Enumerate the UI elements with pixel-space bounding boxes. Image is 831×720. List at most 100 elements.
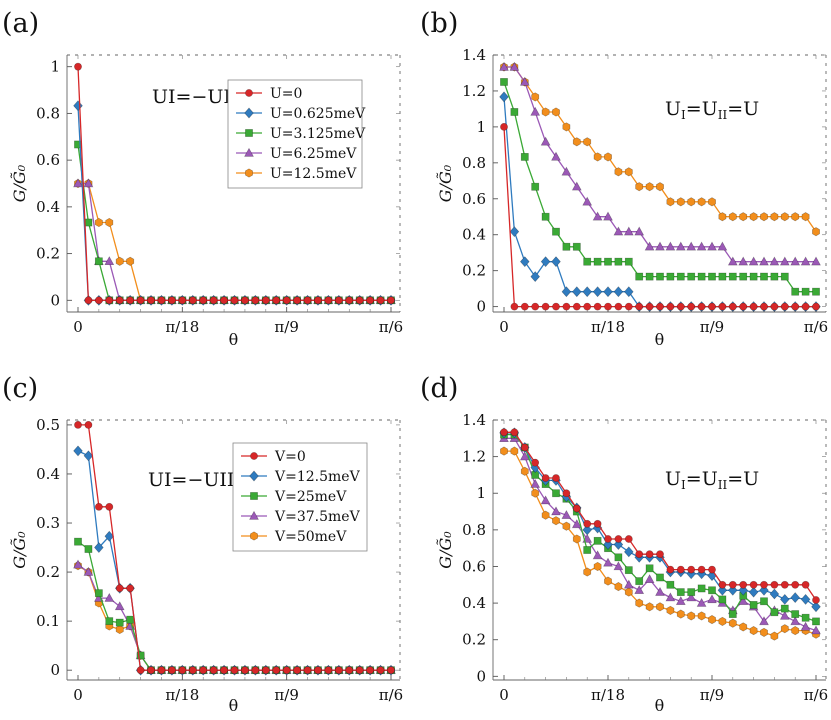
point-circle (572, 504, 581, 513)
point-hexagon (656, 602, 664, 612)
point-circle (293, 296, 301, 305)
point-circle (728, 302, 737, 311)
point-circle (687, 302, 696, 311)
point-hexagon (520, 466, 529, 476)
y-tick-label: 0.3 (36, 514, 60, 532)
series-U-0 (74, 62, 395, 305)
point-square (718, 595, 727, 604)
point-triangle (104, 256, 115, 266)
point-circle (791, 580, 800, 589)
point-diamond (73, 445, 83, 457)
x-tick-label: π/18 (591, 686, 625, 704)
legend: U=0 U=0.625meV U=3.125meV U=6.25meV U=12.5me… (227, 79, 366, 189)
point-square (718, 272, 727, 281)
point-circle (572, 302, 581, 311)
legend-label: U=0 (270, 86, 302, 102)
point-triangle (83, 566, 94, 576)
point-circle (760, 580, 768, 589)
point-circle (167, 296, 176, 305)
point-hexagon (583, 567, 592, 577)
point-triangle (509, 61, 520, 71)
point-diamond (540, 256, 551, 268)
y-tick-label: 0.4 (462, 594, 486, 612)
point-hexagon (676, 609, 685, 619)
point-triangle (623, 579, 634, 589)
point-diamond (73, 100, 83, 112)
point-circle (250, 452, 258, 460)
point-triangle (665, 241, 676, 251)
point-diamond (603, 539, 613, 550)
point-square (614, 257, 623, 266)
panel-c: (c)00.10.20.30.40.50 π/18 π/9 π/6θG/G̃₀UI=−… (2, 373, 403, 715)
point-circle (387, 296, 395, 305)
point-circle (241, 666, 249, 675)
panel-annotation: UI=UII=U (665, 98, 759, 122)
point-circle (635, 302, 644, 311)
point-circle (635, 550, 644, 559)
point-circle (105, 296, 114, 305)
point-circle (520, 302, 529, 311)
y-tick-label: 0.8 (462, 521, 486, 539)
point-hexagon (126, 256, 135, 266)
legend-label: U=0.625meV (270, 106, 366, 122)
panel-label: (d) (420, 373, 458, 404)
series-line (78, 182, 391, 301)
point-circle (376, 666, 385, 675)
point-diamond (613, 286, 624, 298)
point-square (500, 78, 508, 86)
point-triangle (811, 625, 821, 635)
point-circle (84, 296, 93, 305)
point-circle (147, 666, 155, 675)
point-circle (728, 580, 737, 589)
point-triangle (811, 256, 821, 266)
series-V-50meV (500, 446, 820, 641)
point-circle (697, 302, 706, 311)
point-square (687, 588, 696, 597)
point-square (770, 608, 779, 617)
point-circle (84, 421, 93, 429)
point-hexagon (604, 576, 612, 586)
point-circle (666, 565, 675, 574)
point-circle (245, 89, 253, 97)
point-diamond (728, 584, 738, 596)
point-triangle (571, 181, 582, 191)
point-circle (230, 296, 239, 305)
point-triangle (613, 561, 624, 571)
point-circle (314, 296, 322, 305)
point-square (770, 272, 779, 281)
series-U-12.5meV (500, 62, 820, 237)
point-circle (94, 296, 103, 305)
point-square (572, 242, 581, 251)
point-triangle (748, 256, 759, 266)
point-hexagon (500, 446, 508, 456)
point-triangle (73, 178, 83, 188)
point-diamond (811, 601, 821, 613)
point-circle (293, 666, 301, 675)
point-square (791, 287, 800, 296)
point-triangle (530, 106, 541, 116)
point-triangle (249, 510, 259, 520)
point-circle (708, 565, 716, 574)
point-circle (136, 666, 145, 675)
point-diamond (572, 286, 582, 298)
point-triangle (603, 211, 613, 221)
legend-label: V=12.5meV (274, 469, 361, 485)
point-circle (552, 302, 560, 311)
point-triangle (561, 509, 572, 519)
point-square (645, 564, 654, 573)
series-line (77, 565, 391, 671)
series-V-50meV (74, 561, 395, 675)
point-triangle (717, 241, 728, 251)
point-diamond (790, 592, 800, 604)
point-triangle (707, 594, 717, 604)
series-U-3.125meV (500, 78, 820, 296)
point-diamond (624, 546, 634, 558)
point-diamond (249, 470, 259, 482)
point-diamond (624, 286, 634, 298)
point-diamond (582, 286, 592, 298)
point-circle (241, 296, 249, 305)
y-tick-label: 1 (476, 118, 486, 136)
point-hexagon (749, 626, 758, 636)
point-hexagon (245, 168, 253, 178)
point-triangle (540, 136, 551, 146)
